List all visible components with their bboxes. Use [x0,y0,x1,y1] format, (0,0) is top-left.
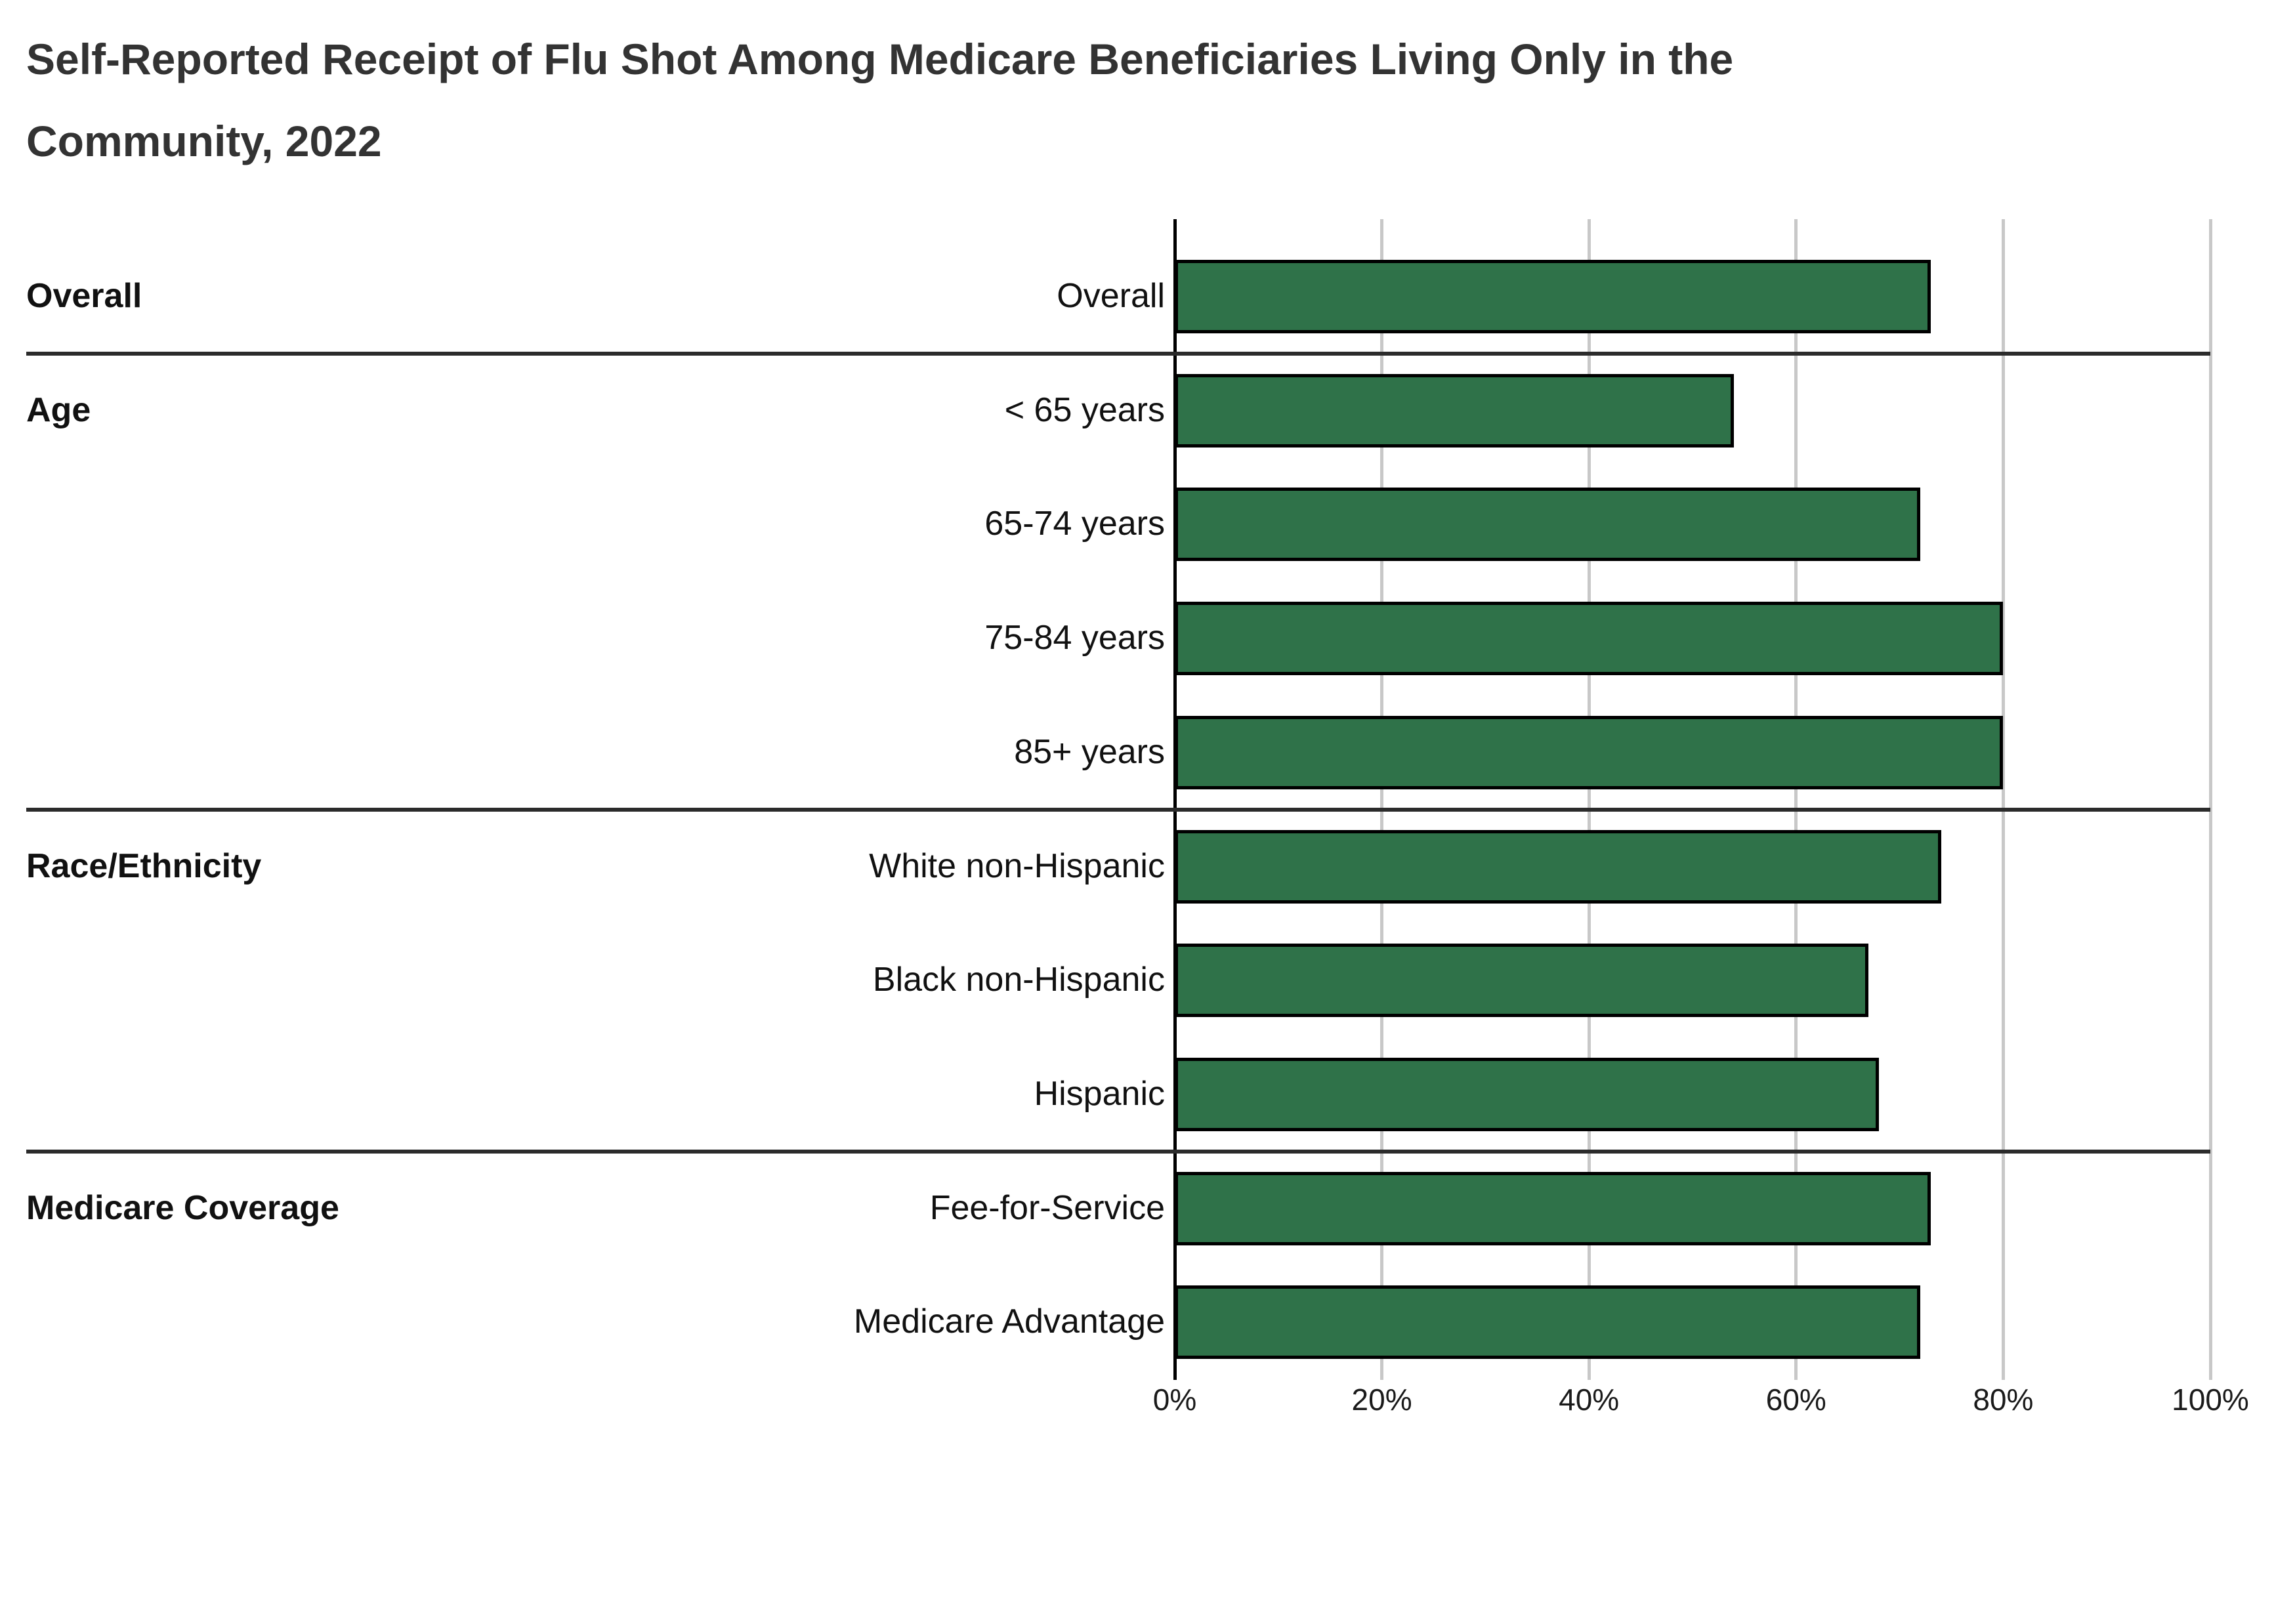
section-divider [26,351,2210,356]
chart-title: Self-Reported Receipt of Flu Shot Among … [26,18,2231,182]
bar-label-85-years: 85+ years [1014,732,1165,771]
bar-label-65-years: < 65 years [1004,390,1165,429]
bar-75-84-years [1175,602,2004,676]
bar-medicare-advantage [1175,1285,1921,1360]
chart-title-line1: Self-Reported Receipt of Flu Shot Among … [26,35,1734,83]
section-header-medicare-coverage: Medicare Coverage [26,1188,339,1227]
x-tick-label-100: 100% [2172,1383,2249,1417]
chart-title-line2: Community, 2022 [26,117,382,165]
bar-white-non-hispanic [1175,829,1941,904]
bar-label-65-74-years: 65-74 years [984,505,1165,543]
gridline-20 [1380,219,1384,1380]
section-header-age: Age [26,390,91,429]
bar-overall [1175,260,1931,333]
bar-label-fee-for-service: Fee-for-Service [929,1188,1165,1227]
bar-65-years [1175,373,1735,448]
bar-label-medicare-advantage: Medicare Advantage [853,1302,1165,1341]
x-tick-label-40: 40% [1559,1383,1620,1417]
x-tick-label-20: 20% [1351,1383,1412,1417]
bar-label-hispanic: Hispanic [1034,1074,1165,1113]
section-header-race-ethnicity: Race/Ethnicity [26,846,262,885]
section-divider [26,807,2210,812]
x-tick-label-80: 80% [1973,1383,2034,1417]
section-header-overall: Overall [26,277,142,315]
y-axis-line [1173,219,1177,1380]
gridline-40 [1587,219,1591,1380]
x-tick-label-60: 60% [1765,1383,1826,1417]
gridline-100 [2208,219,2212,1380]
bar-fee-for-service [1175,1171,1931,1245]
section-divider [26,1149,2210,1154]
bar-65-74-years [1175,488,1921,562]
bar-label-75-84-years: 75-84 years [984,619,1165,657]
bar-label-white-non-hispanic: White non-Hispanic [869,846,1165,885]
gridline-80 [2001,219,2005,1380]
bar-label-overall: Overall [1057,277,1165,315]
bar-black-non-hispanic [1175,944,1869,1018]
bar-hispanic [1175,1057,1880,1131]
bar-85-years [1175,715,2004,789]
x-tick-label-0: 0% [1152,1383,1197,1417]
gridline-60 [1794,219,1798,1380]
bar-label-black-non-hispanic: Black non-Hispanic [872,961,1165,999]
